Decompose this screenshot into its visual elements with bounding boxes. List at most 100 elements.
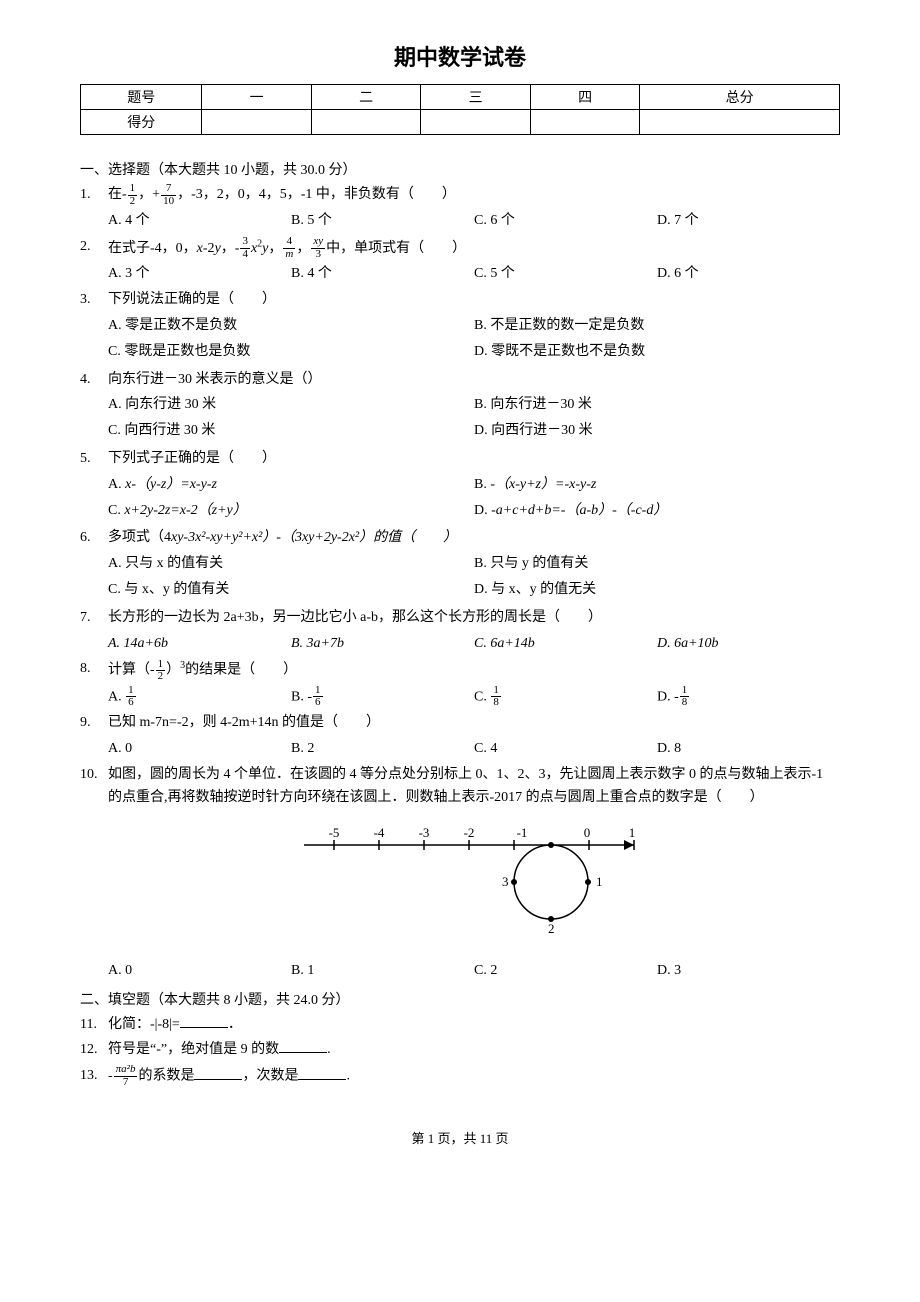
q2-opt-a: A. 3 个 [108,262,291,286]
q6-opt-d: D. 与 x、y 的值无关 [474,578,840,602]
q2-m1: -2 [203,241,215,256]
q6-body: xy-3x²-xy+y²+x²）-（3xy+2y-2x²）的值（ ） [171,530,457,545]
q9-opt-c: C. 4 [474,737,657,761]
tick-m1: -1 [517,825,528,840]
question-8: 8. 计算（-12）3的结果是（ ） A. 16 B. -16 C. 18 D.… [80,657,840,709]
q1-f1n: 1 [128,183,138,196]
q5-b-body: -（x-y+z）=-x-y-z [490,477,596,492]
q11-stem: 化简：-|-8|= [108,1017,180,1032]
circle-lbl-1: 1 [596,874,603,889]
q5-opt-b: B. -（x-y+z）=-x-y-z [474,473,840,497]
section-1-header: 一、选择题（本大题共 10 小题，共 30.0 分） [80,159,840,179]
q10-stem: 如图，圆的周长为 4 个单位．在该圆的 4 等分点处分别标上 0、1、2、3，先… [108,763,840,811]
blank-input [298,1065,346,1080]
page-footer: 第 1 页，共 11 页 [80,1128,840,1147]
q13-fn: πa²b [114,1064,138,1077]
question-4: 4. 向东行进－30 米表示的意义是（） A. 向东行进 30 米 B. 向东行… [80,368,840,445]
question-3: 3. 下列说法正确的是（ ） A. 零是正数不是负数 B. 不是正数的数一定是负… [80,288,840,365]
q2-m4: ， [296,241,310,256]
q8-post: 的结果是（ ） [185,663,297,678]
q8-d-pre: D. - [657,689,679,704]
q9-opt-d: D. 8 [657,737,840,761]
q6-opt-b: B. 只与 y 的值有关 [474,552,840,576]
page-title: 期中数学试卷 [80,40,840,72]
q7-stem: 长方形的一边长为 2a+3b，另一边比它小 a-b，那么这个长方形的周长是（ ） [108,606,840,630]
section-2-header: 二、填空题（本大题共 8 小题，共 24.0 分） [80,989,840,1009]
score-hdr-total: 总分 [640,85,840,110]
q6-num: 6. [80,526,108,550]
q3-stem: 下列说法正确的是（ ） [108,288,840,312]
score-cell-2 [311,110,420,135]
q7-opt-c: C. 6a+14b [474,632,657,656]
tick-m2: -2 [464,825,475,840]
q8-stem: 计算（-12）3的结果是（ ） [108,657,840,682]
q5-b-pre: B. [474,477,490,492]
q10-opt-a: A. 0 [108,959,291,983]
tick-m5: -5 [329,825,340,840]
q10-opt-d: D. 3 [657,959,840,983]
q5-opt-a: A. x-（y-z）=x-y-z [108,473,474,497]
q9-num: 9. [80,711,108,735]
q8-pre: 计算（- [108,663,155,678]
q1-num: 1. [80,183,108,207]
q13-num: 13. [80,1064,108,1088]
tick-m3: -3 [419,825,430,840]
q8-fd: 2 [156,671,166,683]
q9-stem: 已知 m-7n=-2，则 4-2m+14n 的值是（ ） [108,711,840,735]
question-2: 2. 在式子-4，0，x-2y，-34x2y，4m，xy3中，单项式有（ ） A… [80,235,840,286]
question-12: 12. 符号是“-”，绝对值是 9 的数. [80,1038,840,1062]
q8-a-pre: A. [108,689,125,704]
circle-lbl-3: 3 [502,874,509,889]
q5-a-body: x-（y-z）=x-y-z [125,477,217,492]
q2-f3d: 3 [311,249,325,261]
q6-c: C. 与 x、y 的值有关 [108,582,229,597]
q13-fd: 7 [114,1077,138,1089]
q1-opt-a: A. 4 个 [108,209,291,233]
q7-num: 7. [80,606,108,630]
q2-m2: ，- [221,241,240,256]
score-hdr-2: 二 [311,85,420,110]
q7-opt-b: B. 3a+7b [291,632,474,656]
question-9: 9. 已知 m-7n=-2，则 4-2m+14n 的值是（ ） A. 0 B. … [80,711,840,761]
q2-f2n: 4 [283,236,295,249]
q8-opt-c: C. 18 [474,685,657,709]
blank-input [279,1038,327,1053]
q10-opt-b: B. 1 [291,959,474,983]
q6-opt-c: C. 与 x、y 的值有关 [108,578,474,602]
score-hdr-label: 题号 [81,85,202,110]
score-cell-3 [421,110,530,135]
q6-d: D. 与 x、y 的值无关 [474,582,596,597]
q5-a-pre: A. [108,477,125,492]
score-hdr-1: 一 [202,85,311,110]
q11-num: 11. [80,1013,108,1037]
q3-opt-a: A. 零是正数不是负数 [108,314,474,338]
q12-body: 符号是“-”，绝对值是 9 的数. [108,1038,840,1062]
q8-opt-a: A. 16 [108,685,291,709]
q6-a: A. 只与 x 的值有关 [108,556,223,571]
q9-opt-b: B. 2 [291,737,474,761]
q1-mid1: ，+ [138,187,160,202]
q1-f2n: 7 [161,183,176,196]
question-11: 11. 化简：-|-8|= ． [80,1013,840,1037]
question-10: 10. 如图，圆的周长为 4 个单位．在该圆的 4 等分点处分别标上 0、1、2… [80,763,840,983]
question-6: 6. 多项式（4xy-3x²-xy+y²+x²）-（3xy+2y-2x²）的值（… [80,526,840,603]
q7-opt-d: D. 6a+10b [657,632,840,656]
q1-post: ，-3，2，0，4，5，-1 中，非负数有（ ） [177,187,456,202]
score-cell-4 [530,110,639,135]
footer-post: 页 [492,1131,508,1146]
q8-c-pre: C. [474,689,490,704]
q4-opt-c: C. 向西行进 30 米 [108,419,474,443]
q8-a-fd: 6 [126,697,136,709]
q11-post: ． [228,1017,242,1032]
q1-opt-c: C. 6 个 [474,209,657,233]
q2-f2d: m [283,249,295,261]
q5-c-body: x+2y-2z=x-2（z+y） [124,503,246,518]
q1-f2d: 10 [161,196,176,208]
score-row-label: 得分 [81,110,202,135]
q5-stem: 下列式子正确的是（ ） [108,447,840,471]
score-cell-total [640,110,840,135]
question-5: 5. 下列式子正确的是（ ） A. x-（y-z）=x-y-z B. -（x-y… [80,447,840,524]
footer-mid: 页，共 [434,1131,480,1146]
blank-input [194,1065,242,1080]
q5-num: 5. [80,447,108,471]
